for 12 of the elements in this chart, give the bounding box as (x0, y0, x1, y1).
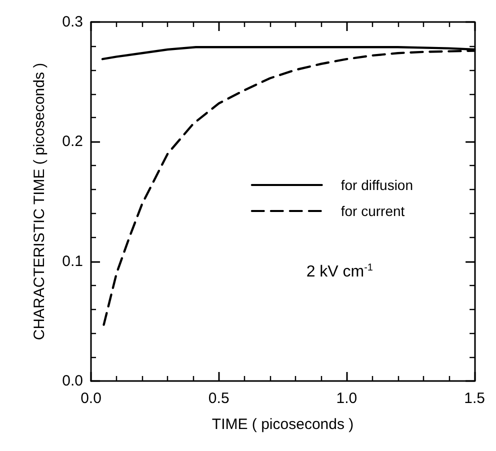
x-tick-label: 0.5 (208, 390, 230, 407)
y-axis-title: CHARACTERISTIC TIME ( picoseconds ) (31, 62, 48, 340)
y-tick-label: 0.3 (62, 14, 83, 30)
y-tick-label: 0.2 (62, 133, 83, 150)
y-tick-label: 0.1 (62, 252, 83, 270)
y-tick-label: 0.0 (62, 372, 83, 390)
legend-label: for current (340, 203, 405, 219)
x-tick-label: 1.5 (464, 390, 486, 407)
legend-label: for diffusion (340, 177, 414, 193)
x-axis-title: TIME ( picoseconds ) (212, 416, 354, 433)
x-tick-label: 0.0 (80, 390, 102, 407)
x-tick-label: 1.0 (336, 390, 358, 407)
